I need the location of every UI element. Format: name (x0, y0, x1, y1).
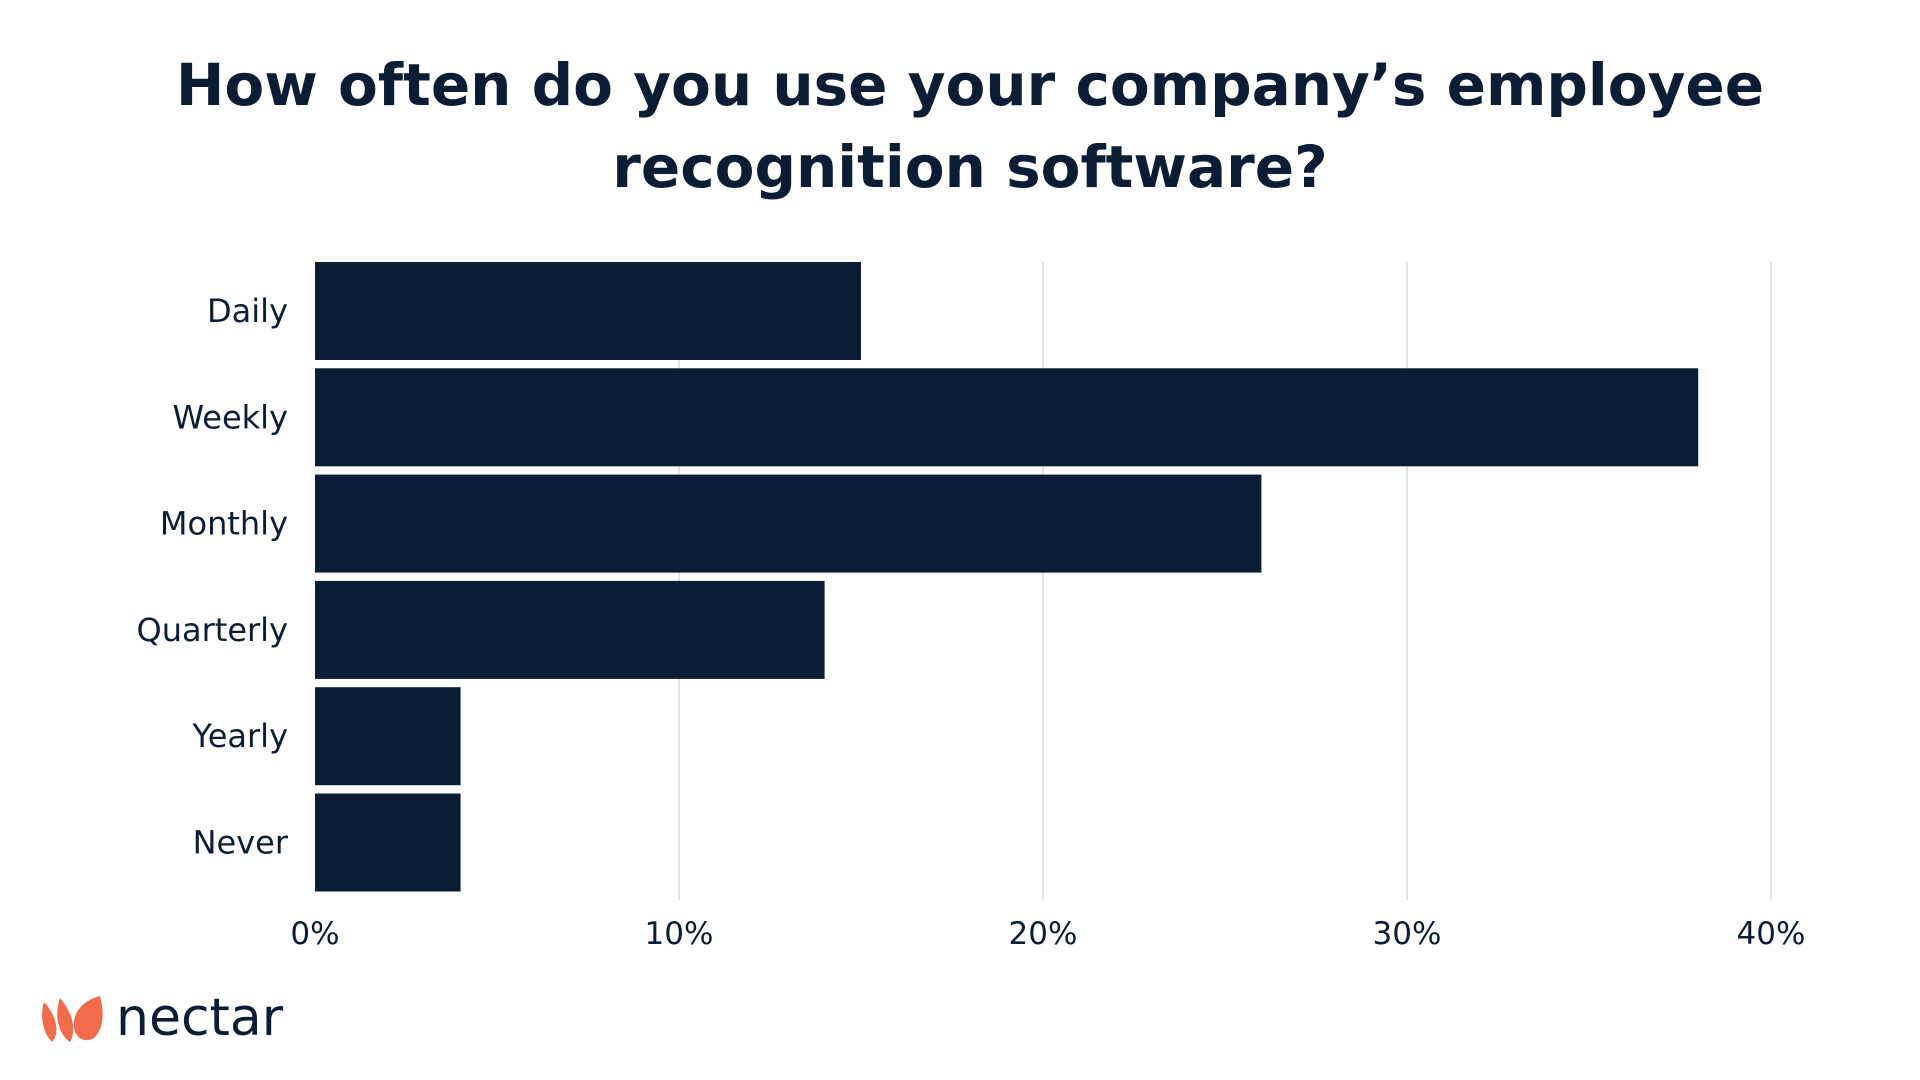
category-label-quarterly: Quarterly (137, 611, 288, 649)
nectar-logo: nectar (38, 988, 283, 1048)
bar-weekly (315, 368, 1699, 467)
x-tick-label: 40% (1737, 916, 1806, 952)
nectar-logo-icon (42, 996, 103, 1042)
x-tick-label: 0% (290, 916, 339, 952)
category-label-daily: Daily (207, 292, 288, 330)
chart-title: How often do you use your company’s empl… (175, 51, 1765, 201)
x-tick-label: 20% (1009, 916, 1078, 952)
x-tick-label: 30% (1373, 916, 1442, 952)
bar-monthly (315, 474, 1262, 573)
bar-never (315, 793, 461, 892)
brand-name: nectar (116, 988, 284, 1048)
category-label-never: Never (193, 824, 289, 862)
bar-quarterly (315, 580, 825, 679)
category-label-yearly: Yearly (191, 717, 288, 755)
category-label-monthly: Monthly (160, 505, 288, 543)
bar-yearly (315, 687, 461, 786)
x-tick-label: 10% (645, 916, 714, 952)
bar-daily (315, 262, 861, 360)
category-label-weekly: Weekly (173, 398, 289, 436)
